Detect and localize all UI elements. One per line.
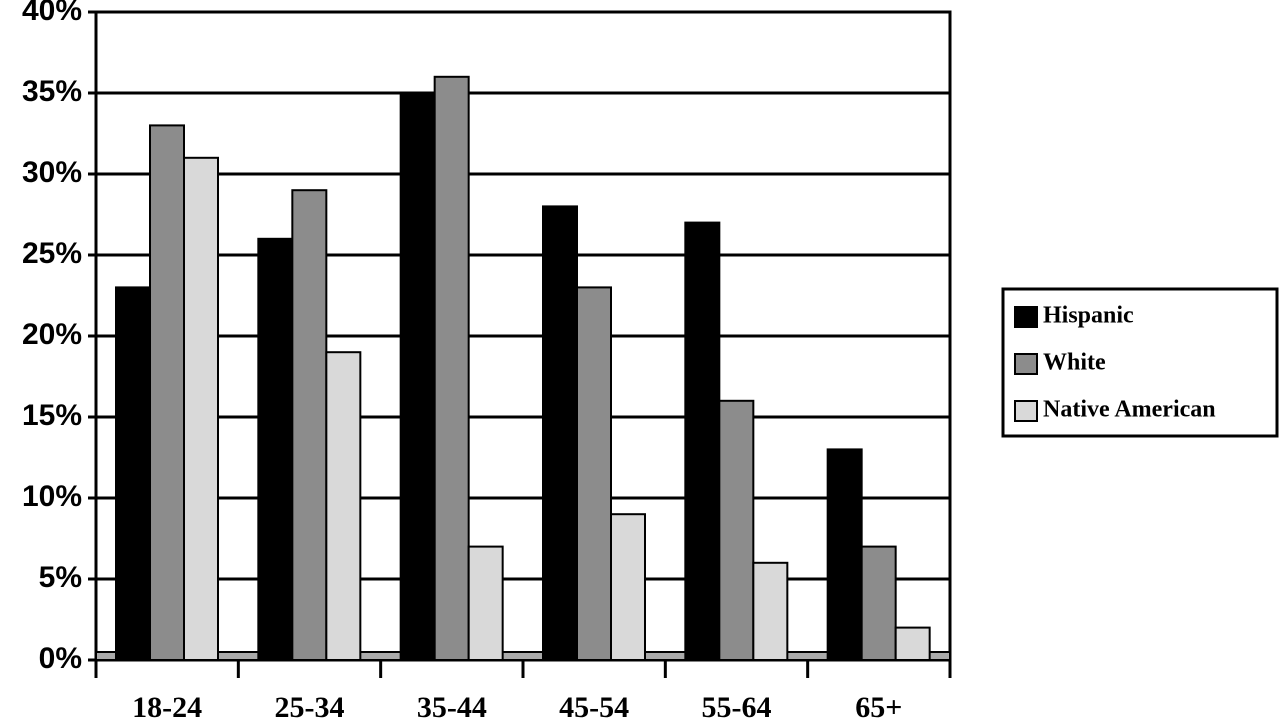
legend-swatch [1014, 306, 1038, 328]
x-tick-label: 45-54 [559, 691, 629, 724]
bar [542, 205, 578, 661]
bar [826, 448, 863, 661]
x-tick-label: 65+ [855, 691, 902, 724]
legend-label: Native American [1043, 397, 1216, 423]
legend-swatch [1014, 400, 1038, 422]
bar [183, 156, 219, 662]
y-tick-label: 35% [22, 75, 82, 108]
bar [860, 545, 897, 661]
y-tick-label: 0% [39, 642, 82, 675]
bar [399, 92, 436, 661]
y-tick-label: 15% [22, 399, 82, 432]
y-tick-label: 40% [22, 0, 82, 27]
y-tick-label: 30% [22, 156, 82, 189]
bar [576, 286, 612, 661]
bar [257, 237, 294, 662]
y-tick-label: 25% [22, 237, 82, 270]
legend-label: Hispanic [1043, 303, 1134, 329]
x-tick-label: 25-34 [275, 691, 345, 724]
y-tick-label: 5% [39, 561, 82, 594]
bar [610, 513, 646, 662]
floor [95, 651, 951, 661]
bar [684, 221, 721, 661]
bar [752, 561, 789, 661]
bar [291, 189, 328, 661]
legend-swatch [1014, 353, 1038, 375]
legend-label: White [1043, 350, 1106, 376]
bar [115, 286, 151, 661]
y-tick-label: 20% [22, 318, 82, 351]
bar [325, 351, 362, 661]
bar [718, 399, 755, 661]
bar [433, 75, 470, 662]
bar [467, 545, 504, 661]
y-tick-label: 10% [22, 480, 82, 513]
x-tick-label: 18-24 [132, 691, 202, 724]
legend-frame [1001, 287, 1279, 438]
bar [149, 124, 185, 661]
bar [894, 626, 931, 661]
x-tick-label: 35-44 [417, 691, 487, 724]
x-tick-label: 55-64 [702, 691, 772, 724]
